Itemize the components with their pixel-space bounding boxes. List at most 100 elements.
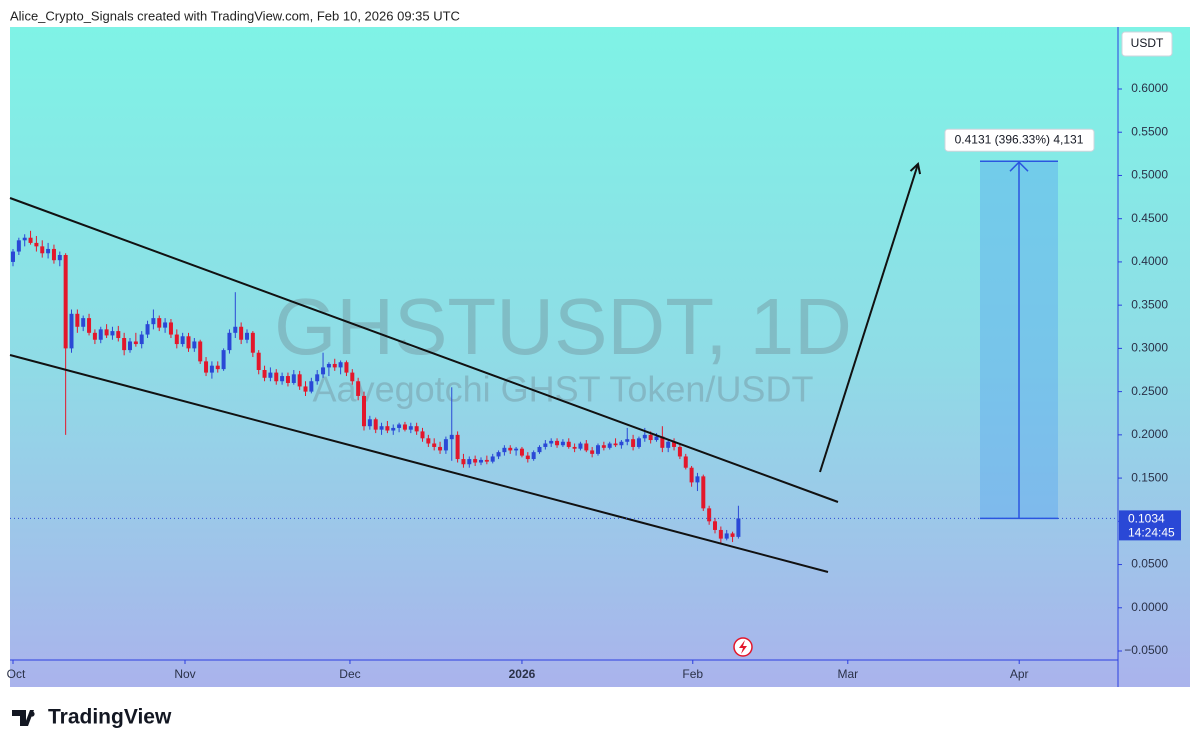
candle-body [408,426,413,430]
candle-body [449,434,454,440]
candle-body [274,372,279,382]
candle-body [701,476,706,509]
candle-body [654,436,659,441]
candle-body [192,341,197,349]
y-tick-label: 0.5500 [1131,124,1168,138]
candle-body [560,441,565,446]
candle-body [625,439,630,442]
y-tick-label: 0.3000 [1131,341,1168,355]
currency-label[interactable]: USDT [1131,36,1164,50]
y-tick-label: 0.2500 [1131,384,1168,398]
candle-body [332,363,337,368]
candle-body [250,332,255,353]
plot-area [11,230,741,544]
candle-body [607,443,612,448]
y-tick-label: 0.1500 [1131,470,1168,484]
candle-body [204,361,209,373]
logo-mark [12,710,34,726]
candle-body [514,448,519,451]
candle-body [215,365,220,370]
candle-body [367,419,372,427]
candle-body [636,438,641,447]
y-tick-label: 0.6000 [1131,81,1168,95]
last-price-tag [1119,510,1181,541]
x-tick-label: Feb [682,667,703,681]
candle-body [549,440,554,444]
watermark-description: Aavegotchi GHST Token/USDT [313,369,814,410]
candle-body [151,318,156,325]
y-tick-label: 0.4500 [1131,211,1168,225]
candle-body [268,372,273,378]
candle-body [69,313,74,349]
candle-body [139,334,144,345]
candle-body [443,439,448,451]
candle-body [718,529,723,539]
candle-body [502,447,507,453]
candle-body [385,426,390,431]
candle-body [496,452,501,457]
candle-body [461,459,466,465]
x-tick-label: Apr [1010,667,1029,681]
x-tick-label: Oct [7,667,26,681]
candle-body [198,341,203,362]
candle-body [601,445,606,448]
candle-body [326,363,331,368]
candle-body [736,518,741,537]
brand: TradingView [48,706,172,729]
logo-dot [29,711,35,717]
candle-body [122,338,127,351]
candle-body [28,237,33,243]
candle-body [245,332,249,340]
candle-body [391,427,396,431]
candle-body [239,326,244,340]
candle-body [525,455,530,460]
candle-body [128,341,132,351]
y-tick-label: 0.3500 [1131,297,1168,311]
candle-body [57,255,62,261]
candle-body [566,441,571,447]
y-tick-label: 0.4000 [1131,254,1168,268]
candle-body [168,322,173,335]
candle-body [543,443,548,447]
candle-body [484,459,489,462]
candle-body [420,431,425,439]
trendline-upper [9,197,839,503]
candle-body [303,386,308,392]
currency-button[interactable] [1121,31,1173,57]
candle-body [619,441,624,446]
candle-body [163,322,168,328]
candle-body [92,332,97,340]
candle-body [467,459,472,465]
countdown: 14:24:45 [1128,526,1175,540]
candle-body [689,467,694,483]
candle-body [660,436,665,448]
candle-body [578,443,583,449]
measure-arrow-head [1009,161,1029,172]
candle-body [596,445,600,454]
y-tick-label: −0.0500 [1124,643,1168,657]
candle-body [479,459,483,463]
candle-body [321,367,326,375]
candle-body [256,352,261,371]
candle-body [98,329,103,340]
candle-body [344,362,349,373]
candle-body [75,313,80,327]
candle-body [648,434,653,441]
candle-body [724,533,729,539]
candle-body [490,456,495,462]
candle-body [695,476,700,483]
candle-body [262,370,267,378]
candle-body [373,419,378,430]
candle-body [672,441,677,447]
candle-body [572,446,577,449]
candle-body [81,318,86,327]
candle-body [730,533,735,537]
candle-body [309,381,314,392]
candle-body [34,242,39,247]
last-price-label: 0.1034 [1128,512,1165,526]
lightning-icon[interactable] [733,637,753,657]
candle-body [338,362,343,368]
candle-body [414,426,419,432]
